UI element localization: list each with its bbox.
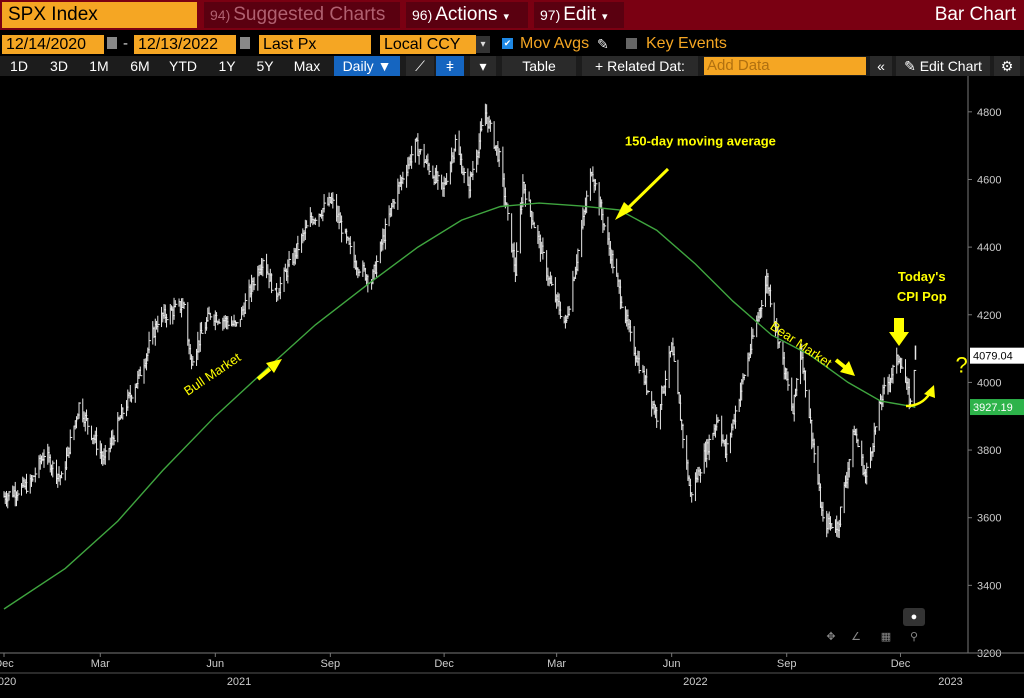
tab-3d[interactable]: 3D <box>50 58 68 74</box>
x-tick-label: Mar <box>547 658 566 670</box>
x-tick-label: Dec <box>434 658 454 670</box>
mov-avgs-checkbox[interactable]: ✔ <box>502 38 513 49</box>
suggested-charts-button[interactable]: 94) Suggested Charts <box>204 2 400 28</box>
start-date-field[interactable]: 12/14/2020 <box>2 35 104 54</box>
ma-price-box <box>970 399 1024 416</box>
y-tick-label: 3800 <box>977 445 1001 457</box>
related-data-button[interactable]: + Related Dat: <box>582 56 698 76</box>
calendar-icon[interactable] <box>107 37 117 49</box>
y-tick-label: 4800 <box>977 107 1001 119</box>
reset-zoom-icon[interactable]: ● <box>903 608 925 626</box>
y-tick-label: 4600 <box>977 174 1001 186</box>
y-tick-label: 4000 <box>977 377 1001 389</box>
price-field[interactable]: Last Px <box>259 35 371 54</box>
actions-label: Actions <box>435 4 498 25</box>
x-tick-label: Jun <box>206 658 224 670</box>
y-tick-label: 3400 <box>977 580 1001 592</box>
crosshair-icon[interactable]: ✥ <box>826 631 836 643</box>
ma-line <box>3 202 916 610</box>
pencil-icon: ✎ <box>904 58 920 74</box>
suggested-label: Suggested Charts <box>233 4 386 25</box>
tab-5y[interactable]: 5Y <box>256 58 274 74</box>
cpi-pop-annotation: CPI Pop <box>897 289 947 304</box>
y-tick-label: 4200 <box>977 310 1001 322</box>
tab-ytd[interactable]: YTD <box>169 58 197 74</box>
ma-annotation: 150-day moving average <box>625 134 776 149</box>
y-tick-label: 3600 <box>977 513 1001 525</box>
table-button[interactable]: Table <box>502 56 576 76</box>
price-bars <box>3 103 917 539</box>
calendar-icon[interactable] <box>240 37 250 49</box>
pencil-icon[interactable]: ✎ <box>597 36 609 52</box>
edit-label: Edit <box>563 4 596 25</box>
year-label: 2020 <box>0 676 16 688</box>
y-tick-label: 3200 <box>977 648 1001 660</box>
tab-1d[interactable]: 1D <box>10 58 28 74</box>
question-arrow-head <box>924 385 935 398</box>
x-tick-label: Sep <box>777 658 797 670</box>
year-label: 2023 <box>938 676 962 688</box>
zoom-icon[interactable]: ⚲ <box>909 631 919 643</box>
todays-annotation: Today's <box>898 269 946 284</box>
bull-arrow-head <box>266 359 282 373</box>
chevron-down-icon: ▾ <box>503 11 510 23</box>
x-tick-label: Jun <box>663 658 681 670</box>
add-data-input[interactable]: Add Data <box>704 57 866 75</box>
line-chart-icon[interactable]: ⟋ <box>406 56 434 76</box>
price-chart: 3200 3400 3600 3800 4000 4200 4400 4600 4800 Dec M… <box>0 76 1024 688</box>
suggested-num: 94) <box>210 7 231 23</box>
edit-chart-button[interactable]: ✎ Edit Chart <box>896 56 990 76</box>
actions-num: 96) <box>412 7 433 23</box>
bar-chart-icon[interactable]: ǂ <box>436 56 464 76</box>
x-tick-label: Dec <box>891 658 911 670</box>
key-events-label: Key Events <box>646 35 727 52</box>
chevron-down-icon[interactable]: ▾ <box>476 36 490 53</box>
year-label: 2022 <box>683 676 707 688</box>
ma-price-label: 3927.19 <box>973 402 1013 414</box>
chevron-down-icon: ▾ <box>601 11 608 23</box>
collapse-icon[interactable]: « <box>870 56 892 76</box>
top-toolbar: SPX Index 94) Suggested Charts 96) Actions… <box>0 0 1024 30</box>
tab-max[interactable]: Max <box>293 58 321 74</box>
date-separator: - <box>123 35 128 52</box>
bear-arrow-head <box>840 361 855 376</box>
grid-icon[interactable]: ▦ <box>880 631 892 643</box>
x-tick-label: Dec <box>0 658 14 670</box>
last-price-label: 4079.04 <box>973 351 1013 363</box>
settings-bar: 12/14/2020 - 12/13/2022 Last Px Local CC… <box>0 32 1024 56</box>
bear-arrow <box>834 358 848 370</box>
year-label: 2021 <box>227 676 251 688</box>
question-mark-annotation: ? <box>955 352 967 377</box>
draw-icon[interactable]: ∠ <box>851 631 861 643</box>
edit-num: 97) <box>540 7 561 23</box>
tab-1y[interactable]: 1Y <box>218 58 236 74</box>
period-dropdown[interactable]: Daily ▼ <box>334 56 400 76</box>
edit-chart-label: Edit Chart <box>919 58 982 74</box>
gear-icon[interactable]: ⚙ <box>994 56 1020 76</box>
chart-area: 3200 3400 3600 3800 4000 4200 4400 4600 4800 Dec M… <box>0 76 1024 693</box>
actions-menu[interactable]: 96) Actions ▾ <box>406 2 528 28</box>
last-price-box <box>970 347 1024 364</box>
cpi-arrow <box>894 318 904 332</box>
chart-kind-title: Bar Chart <box>934 4 1016 25</box>
ticker-field[interactable]: SPX Index <box>2 2 197 28</box>
chevron-down-icon[interactable]: ▾ <box>470 56 496 76</box>
ma-arrow <box>623 167 670 213</box>
ma-arrow-head <box>615 202 633 220</box>
tab-6m[interactable]: 6M <box>130 58 150 74</box>
range-bar: 1D 3D 1M 6M YTD 1Y 5Y Max Daily ▼ ⟋ ǂ ▾ … <box>0 56 1024 76</box>
tab-1m[interactable]: 1M <box>89 58 109 74</box>
bull-arrow <box>256 367 272 381</box>
edit-menu[interactable]: 97) Edit ▾ <box>534 2 624 28</box>
x-tick-label: Mar <box>91 658 110 670</box>
currency-field[interactable]: Local CCY <box>380 35 476 54</box>
mov-avgs-label: Mov Avgs <box>520 35 590 52</box>
cpi-arrow-head <box>889 332 909 346</box>
key-events-checkbox[interactable] <box>626 38 637 49</box>
x-tick-label: Sep <box>321 658 341 670</box>
y-tick-label: 4400 <box>977 242 1001 254</box>
end-date-field[interactable]: 12/13/2022 <box>134 35 236 54</box>
